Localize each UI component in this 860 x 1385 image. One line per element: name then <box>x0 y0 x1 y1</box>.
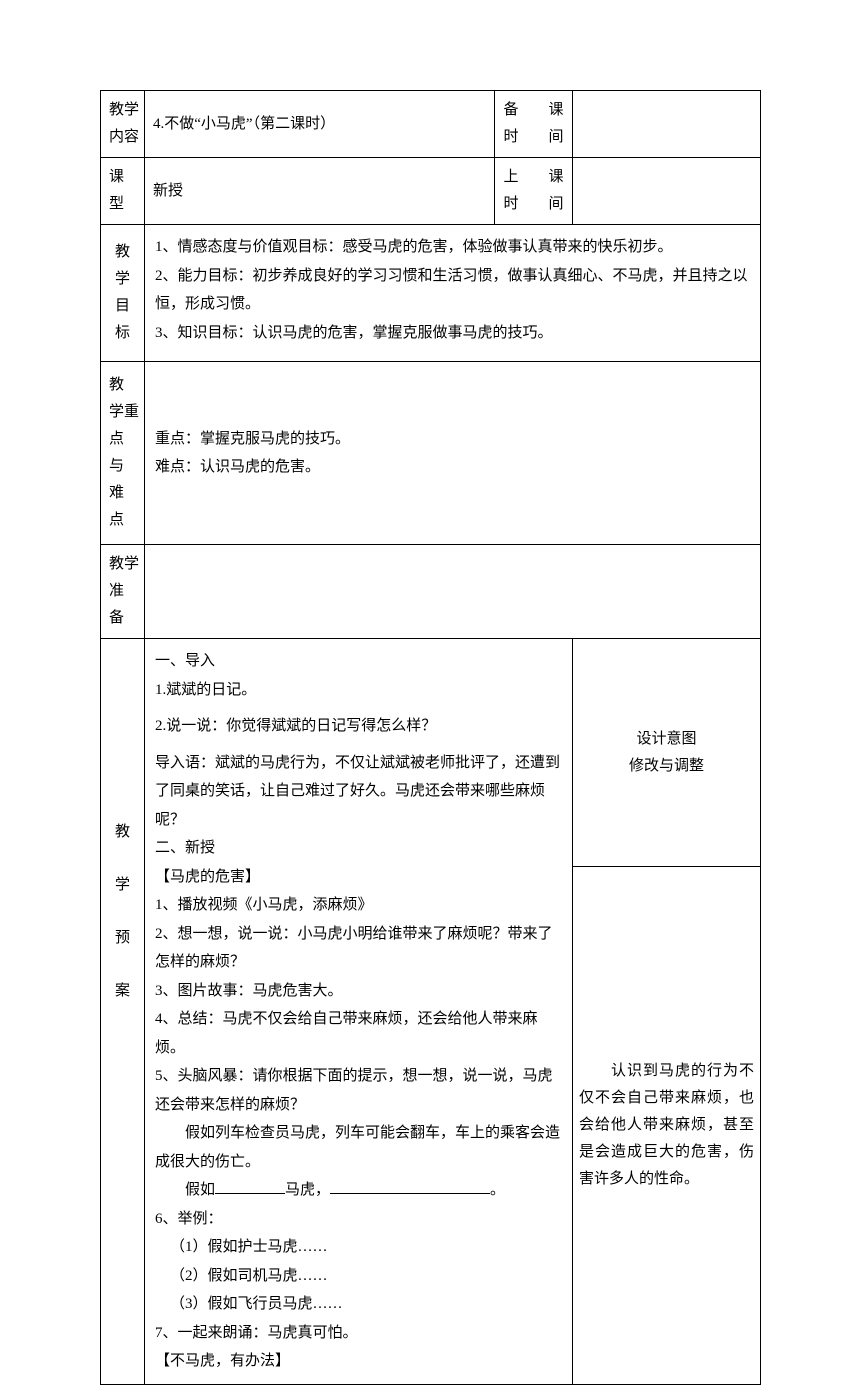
lesson-type-value: 新授 <box>145 158 495 225</box>
label-prep: 教学 准 备 <box>101 545 145 639</box>
side-body: 认识到马虎的行为不仅不会自己带来麻烦，也会给他人带来麻烦，甚至是会造成巨大的危害… <box>573 867 761 1384</box>
label-plan: 教 学 预 案 <box>101 639 145 1385</box>
keypoints-value: 重点：掌握克服马虎的技巧。 难点：认识马虎的危害。 <box>145 362 761 545</box>
label-prep-time: 备 课 时 间 <box>495 91 573 158</box>
teaching-content-value: 4.不做“小马虎”（第二课时） <box>145 91 495 158</box>
side-header: 设计意图 修改与调整 <box>573 639 761 867</box>
prep-time-value <box>573 91 761 158</box>
prep-value <box>145 545 761 639</box>
class-time-value <box>573 158 761 225</box>
label-objectives: 教 学 目 标 <box>101 225 145 362</box>
plan-body: 一、导入 1.斌斌的日记。 2.说一说：你觉得斌斌的日记写得怎么样？ 导入语：斌… <box>145 639 573 1385</box>
label-teaching-content: 教学 内容 <box>101 91 145 158</box>
lesson-plan-table: 教学 内容 4.不做“小马虎”（第二课时） 备 课 时 间 课 型 新授 上 课… <box>100 90 761 1385</box>
label-keypoints: 教 学重 点 与 难 点 <box>101 362 145 545</box>
objectives-value: 1、情感态度与价值观目标：感受马虎的危害，体验做事认真带来的快乐初步。 2、能力… <box>145 225 761 362</box>
label-lesson-type: 课 型 <box>101 158 145 225</box>
label-class-time: 上 课 时 间 <box>495 158 573 225</box>
